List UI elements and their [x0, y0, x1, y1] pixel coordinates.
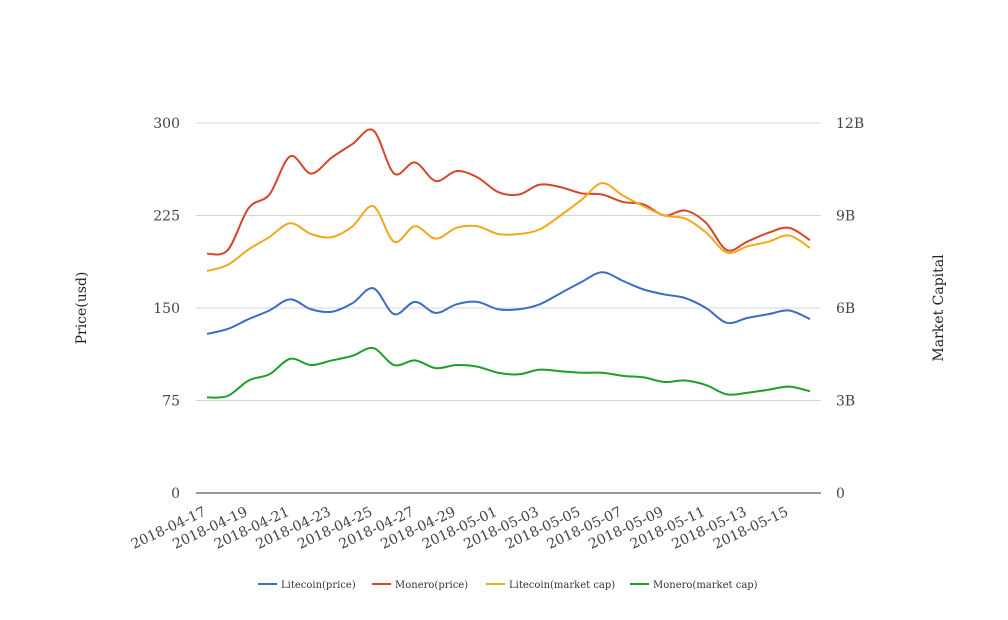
gridlines — [196, 122, 821, 401]
y-tick-label-right: 6B — [836, 301, 855, 317]
y-tick-label-right: 9B — [836, 209, 855, 225]
legend-label: Litecoin(price) — [281, 580, 356, 591]
series-line-litecoin-market-cap — [206, 182, 811, 272]
legend-label: Monero(price) — [395, 580, 468, 591]
series-line-monero-market-cap — [206, 346, 811, 399]
y-axis-right-title: Market Capital — [931, 254, 947, 362]
y-tick-label-right: 12B — [836, 116, 864, 132]
legend-label: Litecoin(market cap) — [509, 580, 615, 591]
y-tick-label-left: 300 — [153, 116, 180, 132]
legend: Litecoin(price) Monero(price) Litecoin(mar… — [258, 580, 758, 591]
y-tick-label-left: 0 — [171, 486, 180, 502]
y-tick-label-left: 75 — [162, 394, 180, 410]
y-tick-label-right: 0 — [836, 486, 845, 502]
series-line-litecoin-price — [206, 271, 811, 335]
series-line-monero-price — [206, 128, 811, 256]
y-tick-label-right: 3B — [836, 394, 855, 410]
y-tick-label-left: 225 — [153, 209, 180, 225]
series-lines — [206, 128, 811, 399]
y-tick-label-left: 150 — [153, 301, 180, 317]
y-axis-left-title: Price(usd) — [74, 272, 90, 345]
legend-label: Monero(market cap) — [653, 580, 758, 591]
